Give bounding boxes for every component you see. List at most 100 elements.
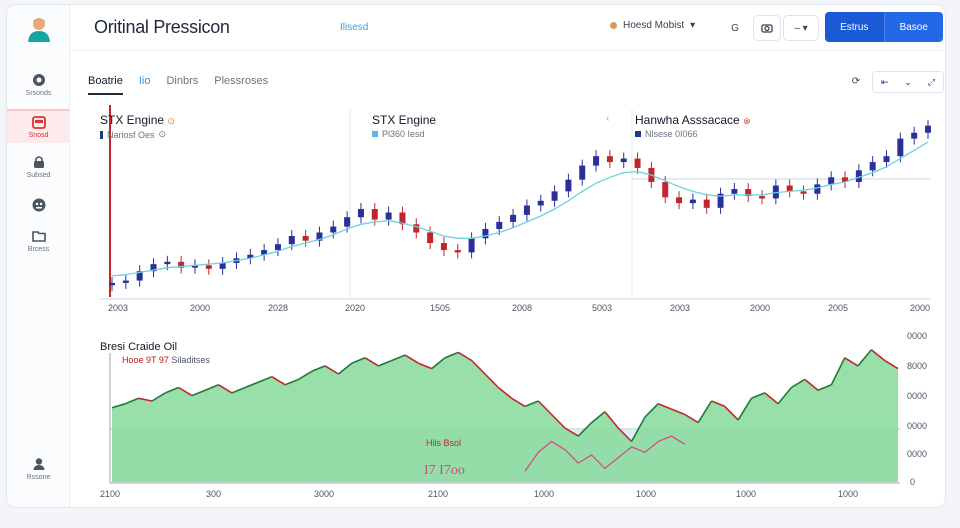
x-tick-label: 2000: [750, 303, 770, 313]
price-segment: [791, 378, 806, 389]
price-segment: [724, 405, 739, 421]
sidebar-item-3[interactable]: Subsed: [7, 149, 70, 183]
sidebar-item-5[interactable]: Brcess: [7, 223, 70, 257]
price-segment: [138, 397, 153, 402]
chevron-down-icon[interactable]: ⌄: [904, 76, 912, 87]
y-tick-label: 0000: [907, 331, 927, 341]
sidebar-item-label: Subsed: [26, 171, 51, 179]
lower-secondary-line: [524, 435, 686, 472]
x-tick-label: 1000: [534, 489, 554, 499]
x-tick-label: 2003: [108, 303, 128, 313]
header-link[interactable]: Ilisesd: [340, 22, 369, 33]
candle: [717, 193, 724, 208]
arrow-left-icon[interactable]: ⇤: [880, 76, 889, 87]
candle: [703, 199, 710, 208]
price-segment: [151, 392, 166, 402]
candle: [925, 125, 931, 133]
tab-bar: Boatrie Iio Dinbrs Plessroses: [88, 75, 268, 95]
x-tick-label: 2100: [100, 489, 120, 499]
series-marker: [372, 131, 378, 137]
primary-left-button[interactable]: Estrus: [825, 12, 884, 42]
panel-2-title: STX Engine: [372, 113, 437, 127]
price-segment: [684, 413, 699, 424]
price-segment: [711, 400, 726, 408]
series-marker: [635, 131, 641, 137]
price-segment: [378, 359, 393, 367]
y-tick-label: 0: [910, 477, 915, 487]
lower-sub-red: Hooe 9T 97: [122, 355, 169, 365]
upper-candles: [109, 119, 931, 292]
candle: [316, 232, 323, 241]
candle: [205, 265, 212, 269]
user-icon: [33, 457, 44, 470]
price-segment: [244, 381, 259, 389]
price-segment: [497, 386, 513, 399]
price-segment: [551, 413, 566, 429]
candle: [606, 156, 613, 163]
price-segment: [564, 427, 579, 437]
tab-4[interactable]: Plessroses: [214, 75, 269, 87]
candle: [662, 182, 669, 198]
candle: [731, 189, 738, 194]
camera-button[interactable]: [753, 15, 781, 41]
lower-chart-title: Bresi Craide Oil: [100, 341, 178, 353]
sidebar-item-label: Rssone: [26, 473, 51, 481]
candle: [178, 261, 185, 268]
panel-3-subtitle: Nlsese 0I066: [635, 129, 698, 139]
sidebar-item-4[interactable]: [7, 189, 70, 223]
price-segment: [644, 403, 659, 418]
sidebar-item-6[interactable]: Rssone: [7, 451, 70, 485]
expand-icon[interactable]: ⤢: [927, 76, 936, 87]
x-tick-label: 2008: [512, 303, 532, 313]
primary-button-group: Estrus Basoe: [825, 12, 943, 42]
price-segment: [577, 422, 593, 437]
theme-label: G: [731, 22, 739, 34]
candle: [440, 243, 447, 251]
info-icon[interactable]: ⊙: [167, 116, 175, 126]
price-segment: [271, 376, 286, 386]
x-tick-label: 2028: [268, 303, 288, 313]
overlay-big-label: I7 I7oo: [424, 463, 465, 478]
series-marker: [100, 130, 103, 139]
primary-right-button[interactable]: Basoe: [883, 12, 943, 42]
x-tick-label: 300: [206, 489, 221, 499]
tab-2[interactable]: Iio: [138, 75, 151, 87]
price-segment: [830, 357, 846, 386]
tab-3[interactable]: Dinbrs: [166, 75, 199, 87]
price-segment: [484, 373, 499, 389]
collapse-icon[interactable]: ‹: [606, 113, 610, 124]
candle: [482, 228, 489, 239]
candle: [510, 214, 517, 222]
avatar-logo-icon[interactable]: [25, 15, 53, 43]
candle: [842, 177, 849, 183]
charts-canvas: 2003 2000 2028 2020 1505 2008 5003 2003 …: [100, 105, 931, 499]
price-segment: [844, 357, 859, 367]
camera-icon: [761, 24, 773, 33]
theme-button[interactable]: G: [724, 15, 746, 41]
chart-toolbar: ⟳ ⇤ ⌄ ⤢: [846, 71, 944, 93]
sidebar-item-2[interactable]: Snosd: [7, 109, 70, 143]
price-segment: [258, 375, 273, 383]
price-segment: [884, 359, 899, 370]
x-tick-label: 5003: [592, 303, 612, 313]
user-selector[interactable]: Hoesd Mobist ▾: [610, 20, 695, 31]
candle: [288, 235, 295, 245]
user-label: Hoesd Mobist: [623, 20, 685, 31]
price-segment: [604, 411, 619, 429]
dash-icon: ‒: [794, 22, 800, 34]
price-segment: [191, 389, 206, 397]
refresh-icon[interactable]: ⟳: [851, 75, 861, 87]
tab-1[interactable]: Boatrie: [88, 75, 123, 95]
candle: [385, 212, 392, 220]
close-icon[interactable]: ⊗: [743, 116, 751, 126]
sidebar-item-1[interactable]: Srsonds: [7, 67, 70, 101]
price-segment: [524, 400, 539, 408]
upper-moving-average-line: [111, 141, 929, 277]
info-icon[interactable]: ⊙: [158, 129, 167, 139]
price-segment: [364, 357, 379, 367]
candle: [869, 162, 876, 171]
price-segment: [231, 386, 246, 394]
price-segment: [804, 378, 819, 391]
x-tick-label: 1000: [636, 489, 656, 499]
options-dropdown[interactable]: ‒ ▾: [783, 15, 819, 41]
